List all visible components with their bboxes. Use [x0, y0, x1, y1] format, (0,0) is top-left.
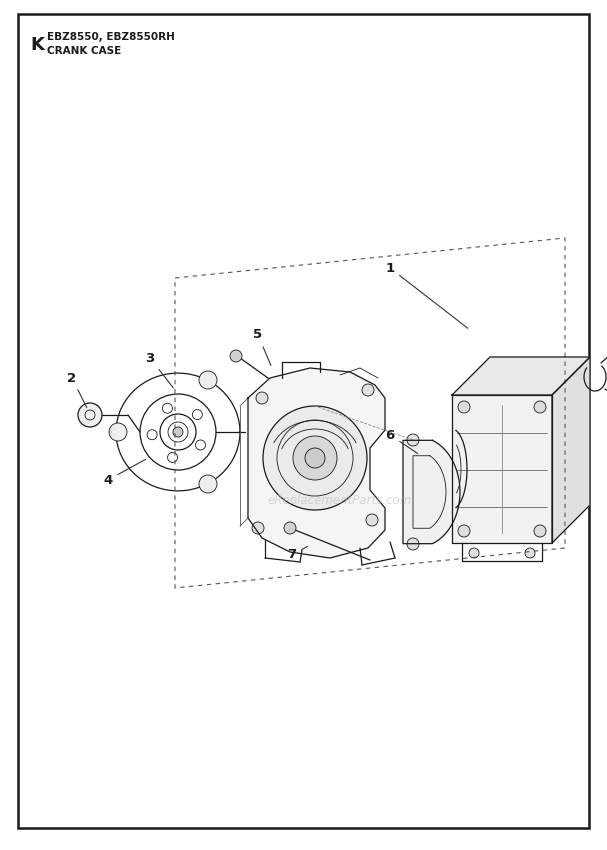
- Circle shape: [525, 548, 535, 558]
- Circle shape: [534, 401, 546, 413]
- Circle shape: [109, 423, 127, 441]
- Circle shape: [252, 522, 264, 534]
- Text: K: K: [30, 36, 44, 54]
- Text: 5: 5: [254, 328, 271, 366]
- Polygon shape: [552, 357, 590, 543]
- Text: CRANK CASE: CRANK CASE: [47, 46, 121, 56]
- Circle shape: [407, 538, 419, 550]
- Text: eReplacementParts.com: eReplacementParts.com: [268, 494, 412, 507]
- Text: 1: 1: [385, 262, 468, 328]
- Polygon shape: [452, 357, 590, 395]
- Circle shape: [199, 475, 217, 493]
- Circle shape: [263, 406, 367, 510]
- Circle shape: [458, 525, 470, 537]
- Polygon shape: [248, 368, 385, 558]
- Circle shape: [534, 525, 546, 537]
- Polygon shape: [403, 440, 460, 544]
- Text: 6: 6: [385, 428, 418, 453]
- Circle shape: [407, 434, 419, 446]
- Circle shape: [305, 448, 325, 468]
- Text: 3: 3: [145, 352, 173, 388]
- Circle shape: [362, 384, 374, 396]
- Circle shape: [230, 350, 242, 362]
- Text: EBZ8550, EBZ8550RH: EBZ8550, EBZ8550RH: [47, 32, 175, 42]
- Circle shape: [293, 436, 337, 480]
- Circle shape: [469, 548, 479, 558]
- Text: 2: 2: [67, 371, 87, 407]
- Text: 4: 4: [103, 459, 146, 486]
- Polygon shape: [452, 395, 552, 543]
- Circle shape: [458, 401, 470, 413]
- Circle shape: [78, 403, 102, 427]
- Text: 7: 7: [288, 547, 308, 562]
- Circle shape: [256, 392, 268, 404]
- Circle shape: [199, 371, 217, 389]
- Circle shape: [366, 514, 378, 526]
- Circle shape: [284, 522, 296, 534]
- Circle shape: [173, 427, 183, 437]
